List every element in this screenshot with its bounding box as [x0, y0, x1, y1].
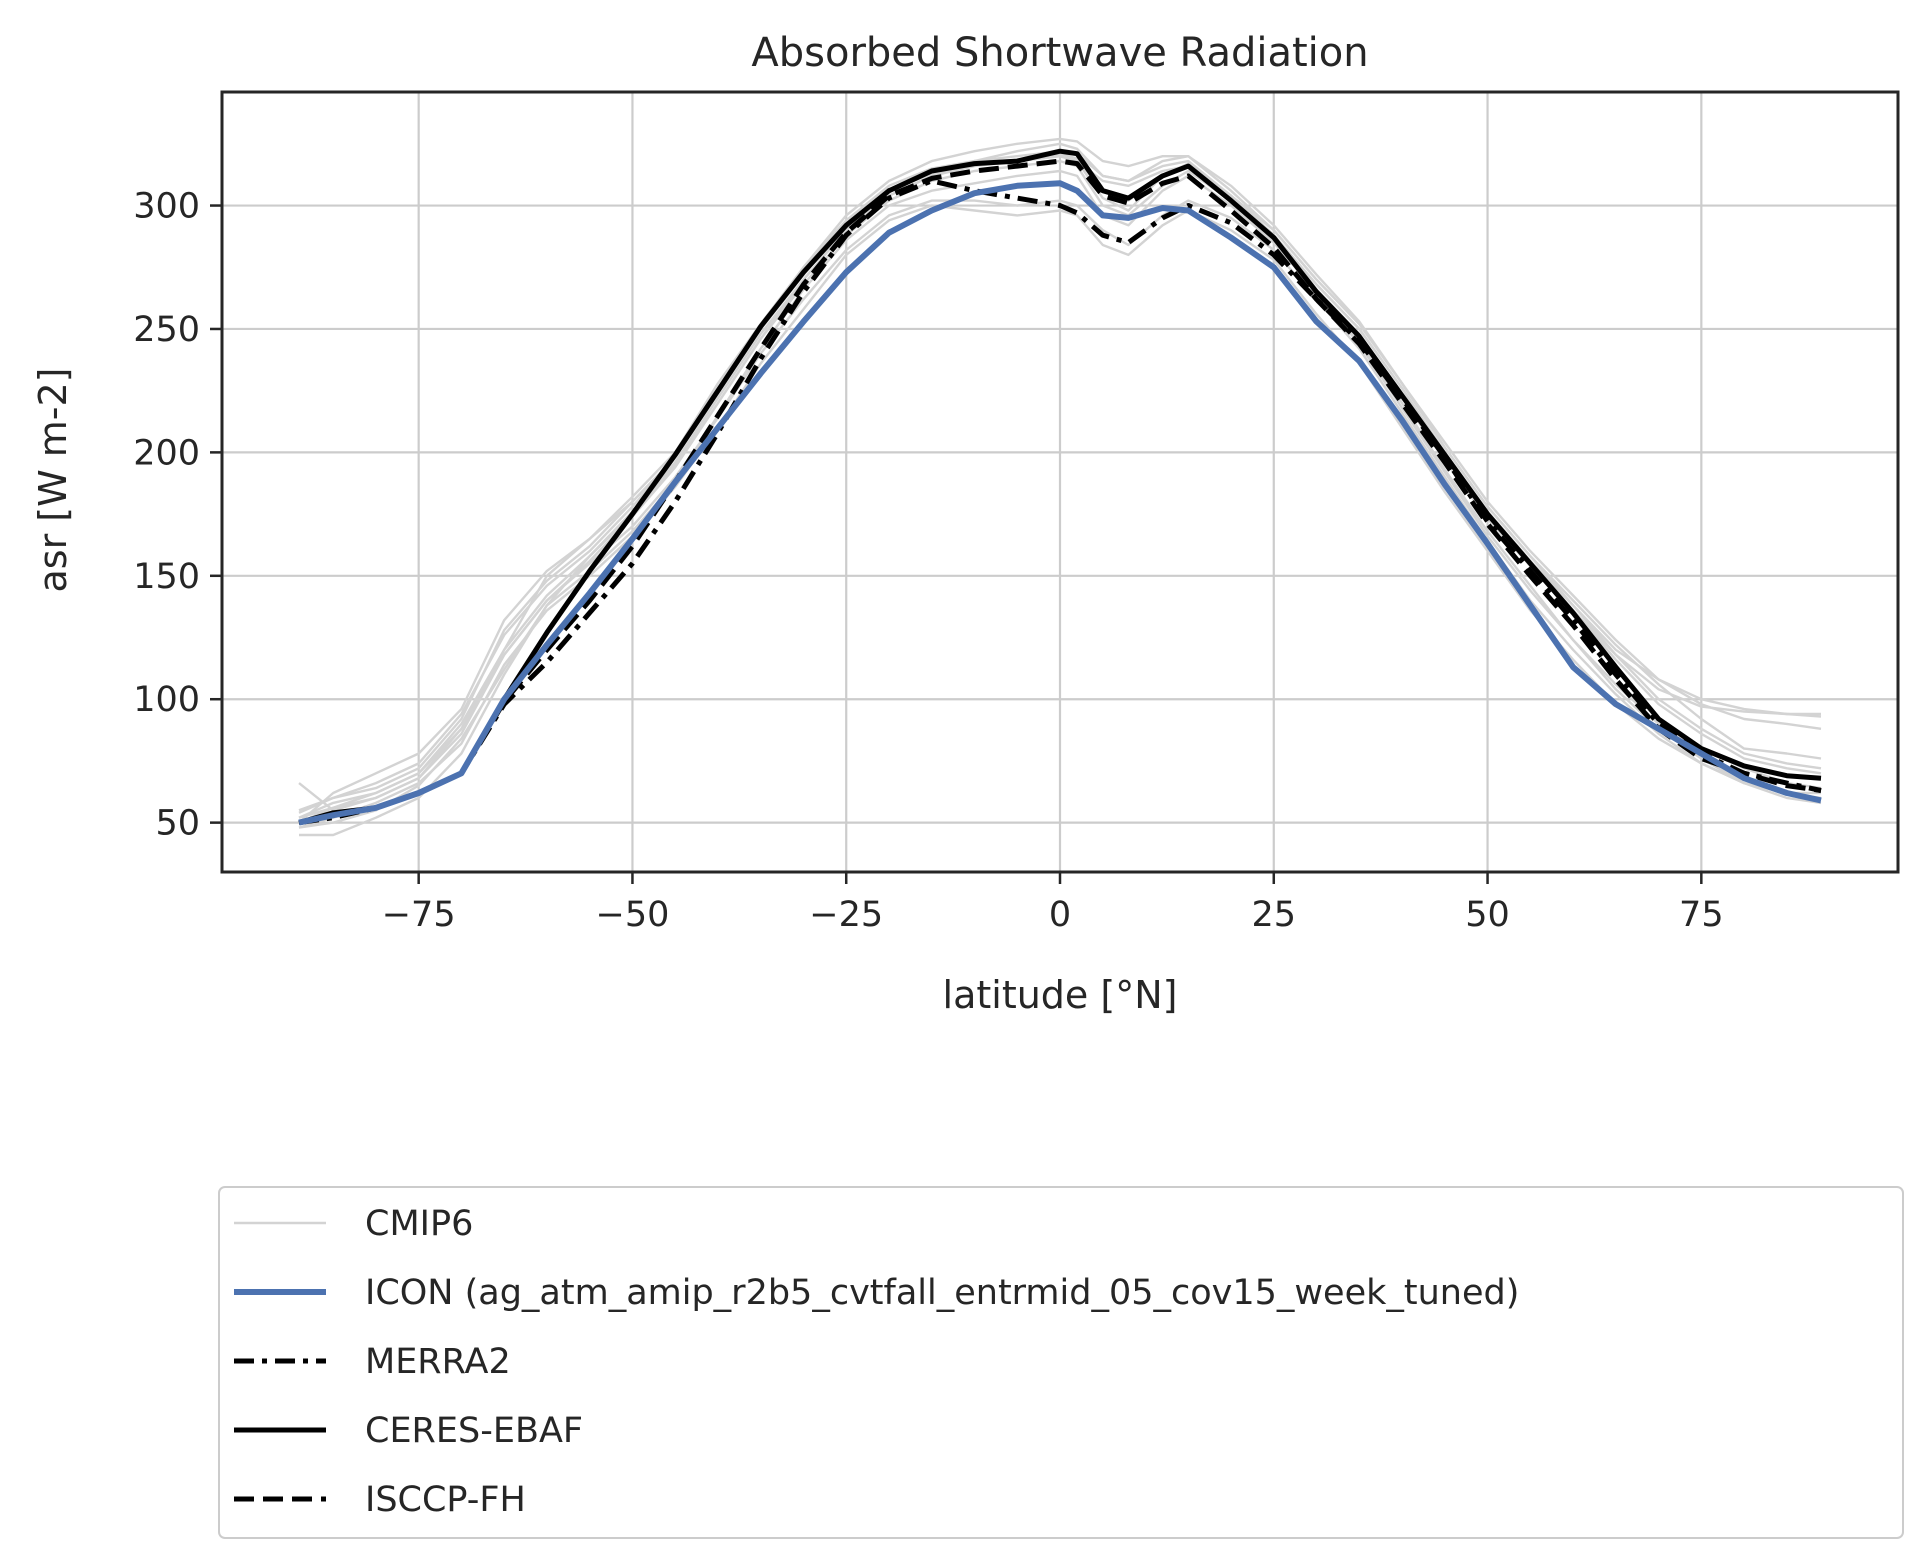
- legend-label-1: ICON (ag_atm_amip_r2b5_cvtfall_entrmid_0…: [365, 1273, 1519, 1313]
- legend-box: [218, 1186, 1904, 1539]
- x-tick-label: 50: [1465, 895, 1510, 935]
- x-axis-label: latitude [°N]: [943, 973, 1178, 1017]
- legend-label-3: CERES-EBAF: [365, 1411, 583, 1451]
- legend: CMIP6 ICON (ag_atm_amip_r2b5_cvtfall_entr…: [218, 1186, 1904, 1539]
- x-tick-label: 25: [1252, 895, 1297, 935]
- legend-label-4: ISCCP-FH: [365, 1480, 526, 1520]
- cmip6-series-line: [298, 137, 1822, 824]
- x-tick-label: 75: [1679, 895, 1724, 935]
- series-line-3: [298, 158, 1822, 826]
- chart-title: Absorbed Shortwave Radiation: [751, 30, 1368, 76]
- legend-label-2: MERRA2: [365, 1342, 511, 1382]
- y-axis-label: asr [W m-2]: [31, 368, 75, 593]
- x-ticks: −75 −50 −25 0 25 50 75: [382, 872, 1724, 935]
- y-tick-label: 200: [133, 433, 200, 473]
- cmip6-series-line: [298, 142, 1822, 812]
- x-tick-label: −50: [596, 895, 670, 935]
- y-tick-label: 250: [133, 310, 200, 350]
- x-tick-label: −75: [382, 895, 456, 935]
- y-tick-label: 150: [133, 557, 200, 597]
- x-tick-label: −25: [809, 895, 883, 935]
- y-ticks: 50 100 150 200 250 300: [133, 187, 222, 844]
- cmip6-series-line: [298, 152, 1822, 819]
- series-line-0: [298, 180, 1822, 826]
- legend-label-0: CMIP6: [365, 1204, 473, 1244]
- x-tick-label: 0: [1049, 895, 1071, 935]
- y-tick-label: 100: [133, 680, 200, 720]
- series-line-1: [298, 178, 1822, 826]
- series-lines: [298, 148, 1822, 826]
- y-tick-label: 300: [133, 187, 200, 227]
- series-line-2: [298, 148, 1822, 826]
- y-tick-label: 50: [155, 804, 200, 844]
